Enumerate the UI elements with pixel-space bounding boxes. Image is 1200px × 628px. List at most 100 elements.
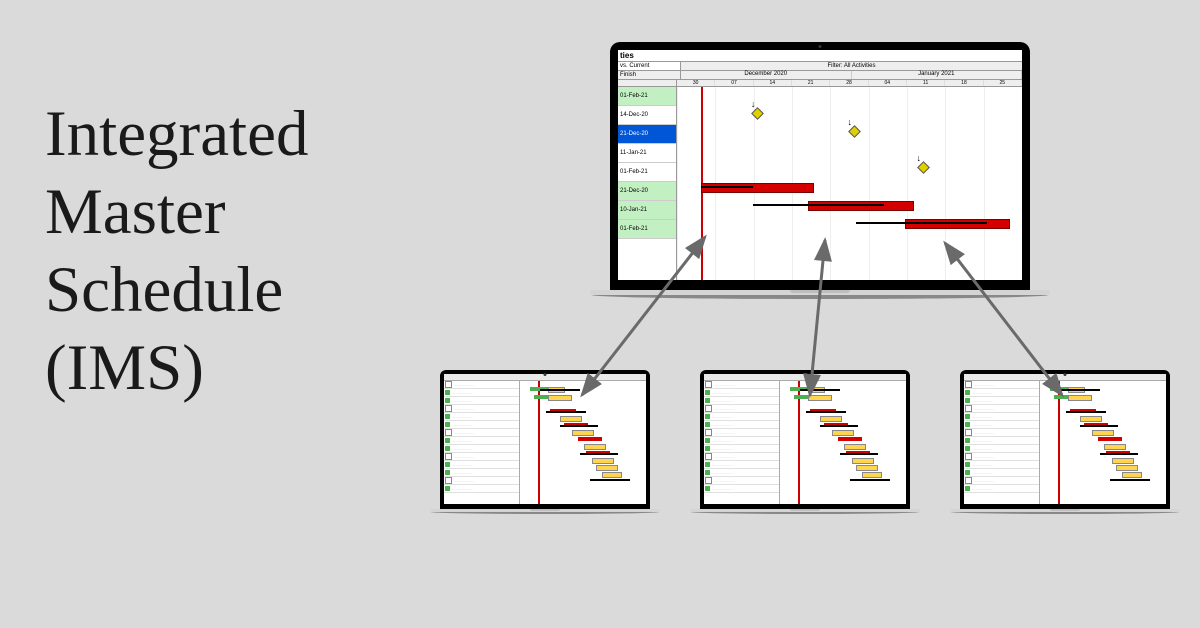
sub-task-row: ····················· — [704, 421, 779, 429]
sub-task-row: ····················· — [704, 429, 779, 437]
task-status-icon — [965, 453, 972, 460]
sub-task-row: ····················· — [964, 381, 1039, 389]
task-status-icon — [965, 405, 972, 412]
sub-gantt-bar — [592, 458, 614, 464]
sub-gantt-bar — [580, 453, 618, 455]
task-row: 21-Dec-20 — [618, 182, 676, 201]
task-row: 10-Jan-21 — [618, 201, 676, 220]
sub-task-row: ····················· — [444, 437, 519, 445]
sub-task-row: ····················· — [704, 485, 779, 493]
task-status-icon — [445, 470, 450, 475]
title-line: (IMS) — [45, 332, 204, 404]
laptop-base-edge — [592, 295, 1048, 299]
sub-gantt-bar — [1092, 430, 1114, 436]
task-status-icon — [705, 414, 710, 419]
task-status-icon — [965, 446, 970, 451]
day-header: 04 — [869, 80, 907, 86]
sub-task-row: ····················· — [704, 381, 779, 389]
sub-chart-area — [780, 381, 906, 504]
sub-gantt-bar — [1080, 425, 1118, 427]
sub-task-row: ····················· — [964, 421, 1039, 429]
task-status-icon — [705, 405, 712, 412]
sub-gantt-bar — [1100, 453, 1138, 455]
sub-task-row: ····················· — [704, 413, 779, 421]
gantt-bar — [753, 204, 884, 206]
sub-gantt-bar — [820, 416, 842, 422]
task-status-icon — [445, 414, 450, 419]
sub-task-row: ····················· — [444, 389, 519, 397]
sub-task-row: ····················· — [964, 437, 1039, 445]
month-header: December 2020 — [681, 71, 852, 79]
sub-gantt-bar — [808, 395, 832, 401]
task-status-icon — [705, 477, 712, 484]
sub-task-row: ····················· — [444, 429, 519, 437]
sub-gantt-bar — [1110, 479, 1150, 481]
laptop-base — [590, 290, 1050, 295]
gantt-chart-area: ↓↓↓ — [677, 87, 1022, 280]
task-list: 01-Feb-2114-Dec-2021-Dec-2011-Jan-2101-F… — [618, 87, 677, 280]
task-row: 14-Dec-20 — [618, 106, 676, 125]
task-status-icon — [705, 429, 712, 436]
sub-task-row: ····················· — [704, 453, 779, 461]
day-header: 07 — [715, 80, 753, 86]
sub-laptop-1: ········································… — [440, 370, 650, 514]
task-row: 01-Feb-21 — [618, 220, 676, 239]
sub-task-row: ····················· — [964, 445, 1039, 453]
laptop-camera-icon — [819, 45, 822, 48]
task-status-icon — [445, 486, 450, 491]
sub-gantt-bar — [578, 437, 602, 441]
sub-task-row: ····················· — [704, 397, 779, 405]
sub-task-row: ····················· — [964, 397, 1039, 405]
day-header: 25 — [984, 80, 1022, 86]
page-title: Integrated Master Schedule (IMS) — [45, 95, 308, 407]
screen-header: ties — [618, 50, 1022, 62]
task-status-icon — [965, 462, 970, 467]
sub-gantt-bar — [862, 472, 882, 478]
title-line: Master — [45, 176, 226, 248]
sub-gantt-bar — [1066, 411, 1106, 413]
filter-label: Filter: All Activities — [681, 62, 1022, 70]
sub-gantt-bar — [590, 479, 630, 481]
day-header: 21 — [792, 80, 830, 86]
sub-gantt-bar — [546, 411, 586, 413]
task-status-icon — [445, 429, 452, 436]
task-status-icon — [965, 477, 972, 484]
task-status-icon — [445, 405, 452, 412]
sub-gantt-bar — [1104, 444, 1126, 450]
task-status-icon — [705, 398, 710, 403]
gantt-bar — [856, 222, 987, 224]
gantt-bar — [701, 183, 813, 193]
task-status-icon — [445, 398, 450, 403]
task-status-icon — [965, 438, 970, 443]
sub-gantt-bar — [850, 479, 890, 481]
task-status-icon — [445, 462, 450, 467]
sub-gantt-bar — [840, 453, 878, 455]
sub-gantt-bar — [806, 411, 846, 413]
sub-task-col: ········································… — [964, 381, 1040, 504]
sub-gantt-bar — [838, 437, 862, 441]
sub-task-col: ········································… — [704, 381, 780, 504]
sub-task-row: ····················· — [964, 413, 1039, 421]
day-header: 11 — [907, 80, 945, 86]
sub-task-row: ····················· — [704, 477, 779, 485]
subheader-left: vs. Current — [618, 62, 681, 70]
milestone-diamond-icon — [848, 125, 861, 138]
task-status-icon — [445, 453, 452, 460]
sub-task-row: ····················· — [444, 485, 519, 493]
task-status-icon — [705, 422, 710, 427]
sub-task-row: ····················· — [444, 413, 519, 421]
gantt-bar — [808, 201, 914, 211]
sub-task-row: ····················· — [444, 405, 519, 413]
task-status-icon — [965, 486, 970, 491]
task-status-icon — [705, 446, 710, 451]
sub-gantt-bar — [534, 395, 548, 399]
sub-gantt-bar — [852, 458, 874, 464]
master-gantt-screen: ties vs. Current Filter: All Activities … — [618, 50, 1022, 280]
sub-task-row: ····················· — [704, 461, 779, 469]
task-row: 21-Dec-20 — [618, 125, 676, 144]
sub-gantt-bar — [572, 430, 594, 436]
day-header: 14 — [754, 80, 792, 86]
task-status-icon — [965, 390, 970, 395]
day-header: 18 — [945, 80, 983, 86]
sub-gantt-bar — [540, 389, 580, 391]
